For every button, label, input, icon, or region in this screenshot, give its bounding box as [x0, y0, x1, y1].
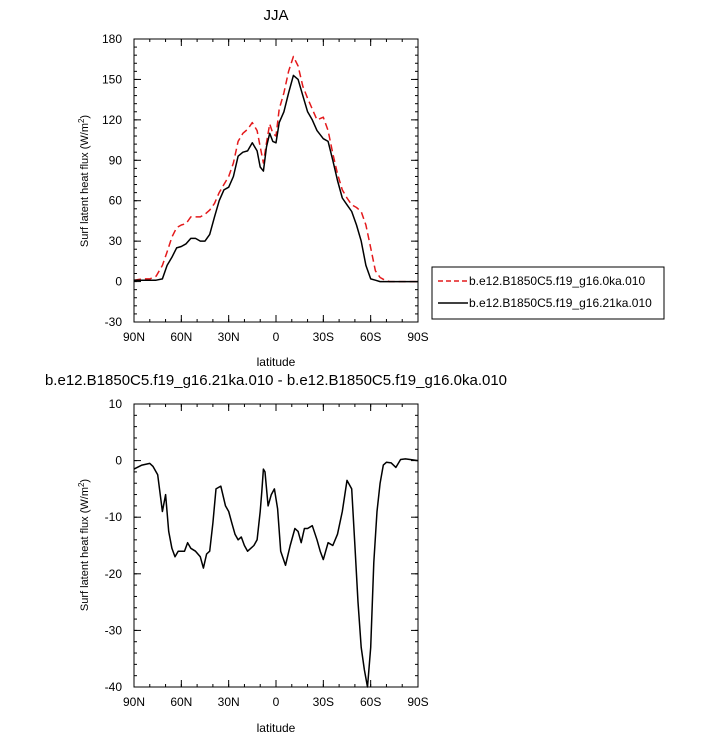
bottom-plot-frame [133, 403, 419, 688]
bottom-chart-title: b.e12.B1850C5.f19_g16.21ka.010 - b.e12.B… [45, 372, 507, 389]
top-y-tick-label: 180 [102, 32, 122, 46]
top-y-tick-label: 30 [109, 234, 123, 248]
bottom-x-tick-label: 60N [170, 695, 192, 709]
bottom-x-axis-label: latitude [257, 721, 296, 735]
top-x-tick-label: 30S [313, 330, 334, 344]
bottom-y-tick-label: 0 [115, 454, 122, 468]
bottom-series-line-0 [133, 458, 419, 688]
bottom-x-tick-label: 30S [313, 695, 334, 709]
bottom-y-tick-label: -40 [105, 680, 123, 694]
bottom-axes: 90N 60N 30N 0 30S 60S 90S -40 -30 -20 -10 0 10 [105, 397, 429, 709]
bottom-series [133, 458, 419, 688]
legend: b.e12.B1850C5.f19_g16.0ka.010 b.e12.B185… [431, 266, 665, 320]
bottom-y-axis-label: Surf latent heat flux (W/m2) [77, 479, 91, 611]
bottom-x-tick-label: 30N [218, 695, 240, 709]
top-panel: JJA Surf latent heat flux (W/m2) latitud… [77, 7, 429, 369]
top-y-tick-label: -30 [105, 315, 123, 329]
top-chart-title: JJA [263, 7, 288, 24]
top-axes: 90N 60N 30N 0 30S 60S 90S -30 0 30 60 90 120 150 180 [102, 32, 429, 344]
top-y-tick-label: 90 [109, 153, 123, 167]
top-y-tick-label: 120 [102, 113, 122, 127]
bottom-x-tick-label: 60S [360, 695, 381, 709]
top-x-tick-label: 60N [170, 330, 192, 344]
top-x-axis-label: latitude [257, 355, 296, 369]
top-y-tick-label: 60 [109, 194, 123, 208]
top-x-tick-label: 60S [360, 330, 381, 344]
bottom-x-tick-label: 0 [273, 695, 280, 709]
top-y-tick-label: 150 [102, 72, 122, 86]
top-y-tick-label: 0 [115, 275, 122, 289]
top-series [133, 55, 418, 283]
top-y-axis-label: Surf latent heat flux (W/m2) [77, 115, 91, 247]
top-x-tick-label: 30N [218, 330, 240, 344]
top-x-tick-label: 90S [407, 330, 428, 344]
legend-box [431, 266, 665, 320]
bottom-x-tick-label: 90S [407, 695, 428, 709]
top-series-line-0 [133, 55, 418, 283]
bottom-x-tick-label: 90N [123, 695, 145, 709]
bottom-panel: b.e12.B1850C5.f19_g16.21ka.010 - b.e12.B… [45, 372, 507, 735]
top-plot-frame [133, 38, 419, 323]
top-x-tick-label: 0 [273, 330, 280, 344]
legend-label-21ka: b.e12.B1850C5.f19_g16.21ka.010 [469, 296, 652, 310]
bottom-y-tick-label: 10 [109, 397, 123, 411]
bottom-y-tick-label: -30 [105, 623, 123, 637]
top-x-tick-label: 90N [123, 330, 145, 344]
bottom-y-tick-label: -20 [105, 567, 123, 581]
bottom-y-tick-label: -10 [105, 510, 123, 524]
legend-label-0ka: b.e12.B1850C5.f19_g16.0ka.010 [469, 274, 645, 288]
top-series-line-1 [134, 74, 418, 283]
